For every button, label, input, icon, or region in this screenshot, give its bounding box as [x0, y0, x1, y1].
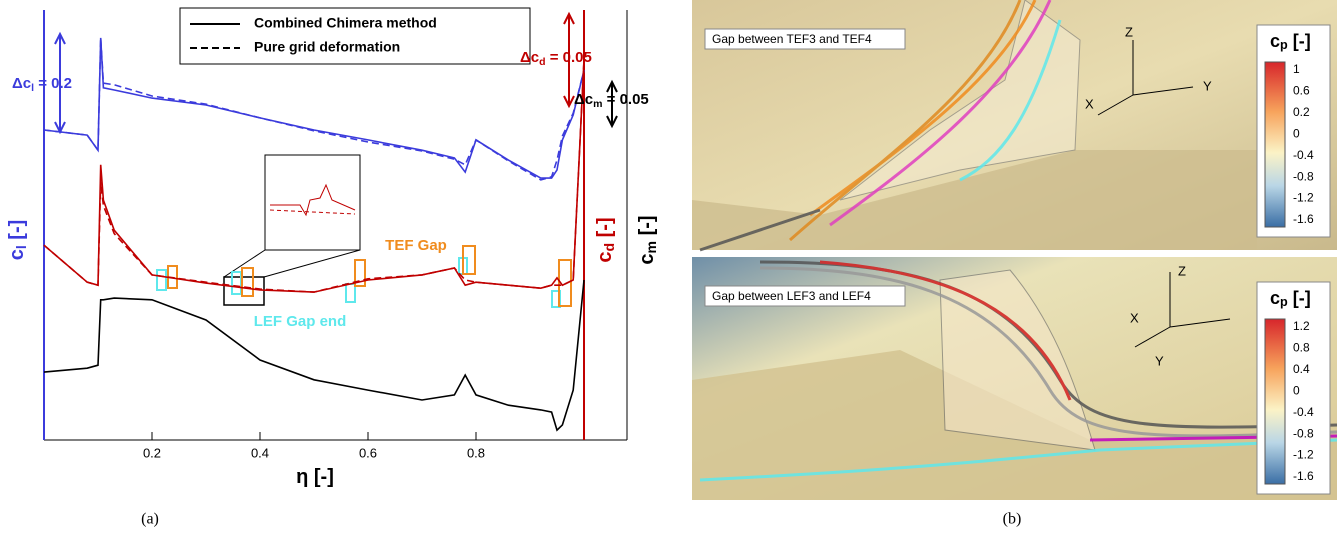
annotation-rest: = 0.05 [546, 49, 592, 66]
colorbar-tick-label: -1.2 [1293, 448, 1314, 462]
colorbar-title: cp [-] [1270, 31, 1311, 53]
y-axis-label: cm [-] [636, 215, 658, 264]
axis-letter: Y [1155, 353, 1164, 368]
colorbar-tick-label: 0.2 [1293, 105, 1310, 119]
colorbar-title-rest: [-] [1288, 288, 1311, 308]
y-axis-label-main: c [594, 251, 616, 262]
colorbar-title: cp [-] [1270, 288, 1311, 310]
colorbar-tick-label: 0.8 [1293, 341, 1310, 355]
y-axis-label-rest: [-] [636, 215, 658, 241]
caption: (a) [141, 511, 159, 528]
axis-letter: Z [1178, 263, 1186, 278]
y-axis-label-sub: d [601, 243, 617, 252]
annotation: LEF Gap end [254, 313, 347, 330]
colorbar-tick-label: -0.8 [1293, 426, 1314, 440]
axis-letter: Z [1125, 24, 1133, 39]
annotation-main: Δc [520, 49, 539, 66]
annotation: Δcd = 0.05 [520, 49, 592, 68]
colorbar-tick-label: -0.8 [1293, 169, 1314, 183]
annotation-main: Δc [574, 91, 593, 108]
colorbar-tick-label: 0.6 [1293, 84, 1310, 98]
legend-label: Combined Chimera method [254, 15, 437, 31]
colorbar-tick-label: -1.2 [1293, 191, 1314, 205]
x-tick-label: 0.6 [359, 445, 377, 460]
y-axis-label-rest: [-] [594, 217, 616, 243]
colorbar-title-main: c [1270, 288, 1280, 308]
colorbar-tick-label: 1.2 [1293, 319, 1310, 333]
colorbar-tick-label: 0 [1293, 383, 1300, 397]
y-axis-label-rest: [-] [6, 220, 28, 246]
colorbar-tick-label: -1.6 [1293, 469, 1314, 483]
annotation-main: Δc [12, 75, 31, 92]
colorbar-tick-label: 0 [1293, 126, 1300, 140]
annotation: Δcm = 0.05 [574, 91, 649, 110]
y-axis-label-main: c [6, 249, 28, 260]
colorbar-tick-label: 0.4 [1293, 362, 1310, 376]
colorbar [1265, 319, 1285, 484]
colorbar-tick-label: 1 [1293, 62, 1300, 76]
zoom-line [224, 250, 265, 277]
colorbar-tick-label: -0.4 [1293, 405, 1314, 419]
x-axis-label: η [-] [296, 466, 334, 488]
caption: (b) [1003, 511, 1022, 528]
series-line [44, 280, 584, 430]
axis-letter: X [1130, 310, 1139, 325]
annotation: Δcl = 0.2 [12, 75, 72, 94]
gap-markers [157, 246, 571, 307]
inset-box [265, 155, 360, 250]
zoom-line [264, 250, 360, 277]
axis-letter: X [1085, 96, 1094, 111]
colorbar-title-main: c [1270, 31, 1280, 51]
annotation-rest: = 0.2 [34, 75, 72, 92]
colorbar-tick-label: -1.6 [1293, 212, 1314, 226]
figure: (a) (b) 0.2 0.4 0.6 0.8 η [-] Combined Chimer… [0, 0, 1337, 536]
annotation: TEF Gap [385, 237, 447, 254]
annotation-sub: m [593, 98, 602, 110]
y-axis-label-main: c [636, 253, 658, 264]
axis-letter: Y [1203, 78, 1212, 93]
x-axis-label-main: η [296, 466, 308, 488]
x-tick-label: 0.2 [143, 445, 161, 460]
colorbar-title-rest: [-] [1288, 31, 1311, 51]
view-title: Gap between LEF3 and LEF4 [712, 289, 871, 303]
colorbar-tick-label: -0.4 [1293, 148, 1314, 162]
annotation-rest: = 0.05 [602, 91, 648, 108]
x-tick-label: 0.4 [251, 445, 269, 460]
x-axis-label-rest: [-] [308, 466, 334, 488]
colorbar [1265, 62, 1285, 227]
x-tick-label: 0.8 [467, 445, 485, 460]
zoom-box [224, 277, 264, 305]
y-axis-label: cd [-] [594, 217, 616, 262]
view-title: Gap between TEF3 and TEF4 [712, 32, 872, 46]
y-axis-label-sub: m [643, 241, 659, 253]
legend-label: Pure grid deformation [254, 39, 400, 55]
y-axis-label: cl [-] [6, 220, 28, 261]
